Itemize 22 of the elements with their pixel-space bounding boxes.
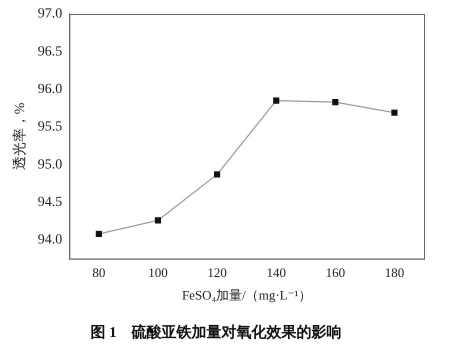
point <box>214 171 220 178</box>
point <box>273 98 280 104</box>
y-tick-label: 96.0 <box>38 82 62 97</box>
x-tick-label: 80 <box>92 265 106 280</box>
x-axis-title: FeSO₄加量/（mg·L⁻¹） <box>182 288 312 303</box>
x-tick-label: 160 <box>326 265 346 280</box>
x-tick-label: 140 <box>266 265 286 280</box>
point <box>96 230 102 238</box>
x-tick-label: 180 <box>384 265 404 280</box>
point <box>154 217 162 224</box>
text: 图 1 硫酸亚铁加量对氧化效果的影响 <box>90 322 342 341</box>
point <box>332 99 338 106</box>
y-tick-label: 94.5 <box>38 194 62 210</box>
x-tick-label: 120 <box>207 265 227 280</box>
point <box>391 110 398 116</box>
y-tick-label: 96.5 <box>38 44 62 60</box>
y-tick-label: 95.0 <box>38 157 62 172</box>
y-tick-label: 97.0 <box>38 6 62 22</box>
y-axis-title: 透光率，% <box>12 102 28 170</box>
y-tick-label: 95.5 <box>38 120 62 135</box>
x-tick-label: 100 <box>148 265 168 280</box>
y-tick-label: 94.0 <box>38 232 62 248</box>
